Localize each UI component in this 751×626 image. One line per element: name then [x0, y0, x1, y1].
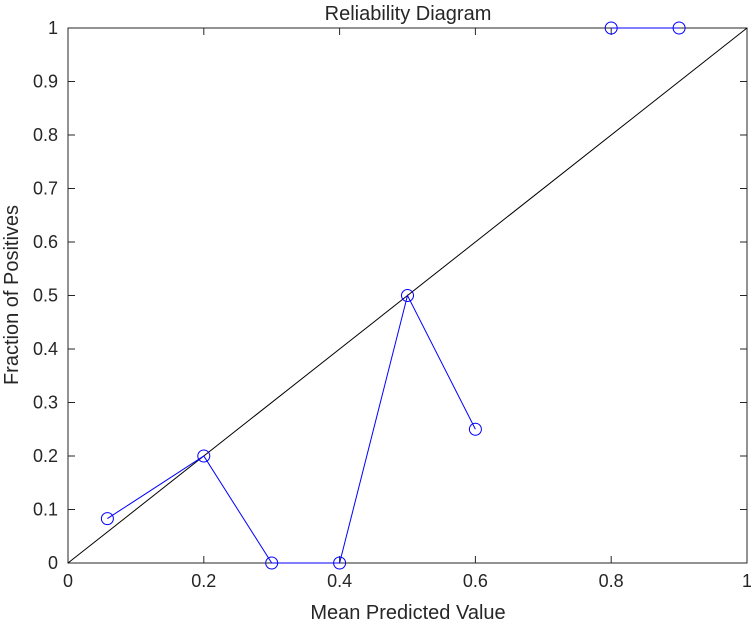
data-point-marker	[604, 21, 618, 35]
data-point-marker	[100, 512, 114, 526]
data-point-marker	[333, 556, 347, 570]
x-axis-label: Mean Predicted Value	[310, 602, 505, 624]
data-point-marker	[265, 556, 279, 570]
data-point-marker	[401, 289, 414, 302]
series-line	[107, 294, 476, 564]
y-tick-label: 0.1	[33, 500, 58, 520]
plot-layer: 0 0.2 0.4 0.6 0.8 1 0 0.1 0.2 0.3 0.4 0.5 0.6 0.7 0.8 0…	[33, 18, 751, 591]
y-tick-label: 0.4	[33, 339, 58, 359]
y-tick-label: 0.3	[33, 393, 58, 413]
y-axis-label: Fraction of Positives	[1, 205, 23, 385]
y-tick-label: 0.8	[33, 125, 58, 145]
y-tick-label: 0.9	[33, 72, 58, 92]
y-tick-label: 0.2	[33, 446, 58, 466]
data-point-marker	[197, 449, 211, 463]
x-tick-label: 0	[63, 571, 73, 591]
y-tick-label: 0.5	[33, 286, 58, 306]
y-tick-label: 0.6	[33, 232, 58, 252]
x-tick-label: 0.6	[463, 571, 488, 591]
y-tick-label: 0.7	[33, 179, 58, 199]
x-tick-label: 0.2	[191, 571, 216, 591]
data-point-marker	[468, 422, 482, 436]
y-tick-label: 1	[48, 18, 58, 38]
chart-title: Reliability Diagram	[325, 3, 492, 25]
x-tick-label: 0.8	[599, 571, 624, 591]
y-tick-label: 0	[48, 553, 58, 573]
x-tick-label: 0.4	[327, 571, 352, 591]
data-point-marker	[672, 21, 686, 35]
x-tick-label: 1	[742, 571, 751, 591]
